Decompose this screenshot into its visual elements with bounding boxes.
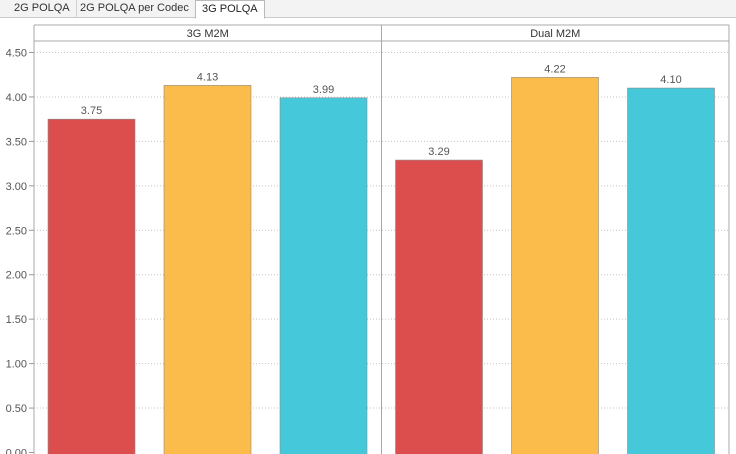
tab-bar: 2G POLQA 2G POLQA per Codec 3G POLQA <box>0 0 736 19</box>
y-tick-label: 3.00 <box>6 181 27 193</box>
y-tick-label: 2.00 <box>6 270 27 282</box>
bar-value-label: 3.99 <box>313 84 334 96</box>
bar-value-label: 4.10 <box>660 74 681 86</box>
bar <box>395 159 483 454</box>
bar <box>511 77 599 454</box>
tab-2g-polqa[interactable]: 2G POLQA <box>8 0 77 18</box>
bar <box>627 87 715 454</box>
bar <box>163 85 252 454</box>
tab-2g-polqa-per-codec[interactable]: 2G POLQA per Codec <box>74 0 196 18</box>
bar-value-label: 3.75 <box>81 105 102 117</box>
bar-value-label: 4.13 <box>197 71 218 83</box>
bar <box>279 97 368 454</box>
y-tick-label: 0.50 <box>6 403 27 415</box>
y-tick-label: 0.00 <box>6 448 27 454</box>
bar-value-label: 4.22 <box>544 63 565 75</box>
y-tick-label: 2.50 <box>6 225 27 237</box>
y-tick-label: 4.50 <box>6 48 27 60</box>
bar-chart: 0.00 0.50 1.00 1.50 2.00 2.50 3.00 3.50 4.00 4.50… <box>6 24 730 454</box>
y-tick-label: 3.50 <box>6 136 27 148</box>
y-tick-label: 4.00 <box>6 92 27 104</box>
bar <box>47 118 136 454</box>
facet-label: 3G M2M <box>187 28 229 40</box>
y-tick-label: 1.00 <box>6 359 27 371</box>
tab-3g-polqa[interactable]: 3G POLQA <box>195 0 265 19</box>
facet-label: Dual M2M <box>530 28 580 40</box>
bar-value-label: 3.29 <box>428 146 449 158</box>
y-tick-label: 1.50 <box>6 314 27 326</box>
